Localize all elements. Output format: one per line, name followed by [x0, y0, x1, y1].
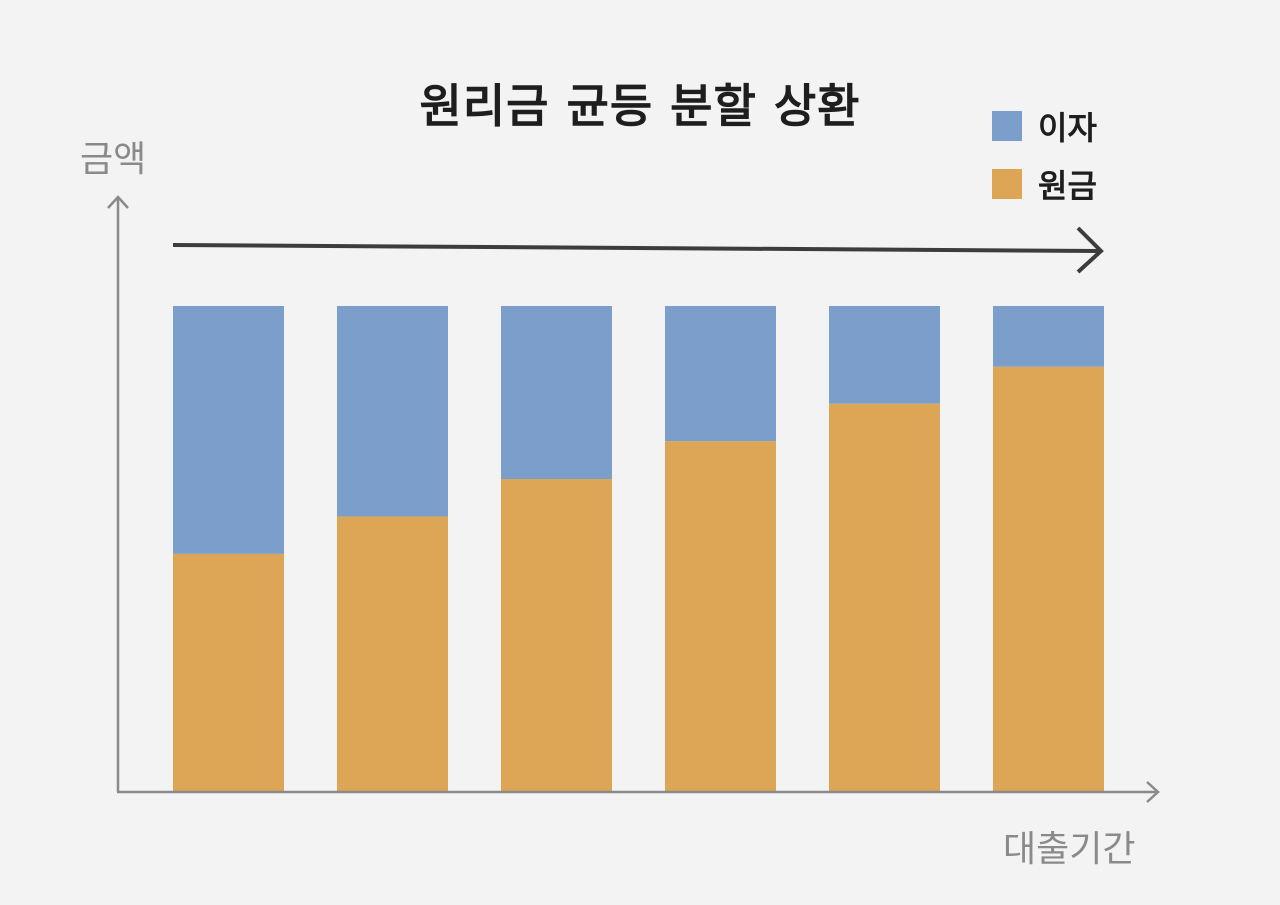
bar-interest-2 [337, 306, 448, 517]
legend-swatch-principal [992, 169, 1022, 199]
bar-principal-4 [665, 441, 776, 792]
bars-group [173, 306, 1104, 792]
bar-principal-5 [829, 403, 940, 792]
legend: 이자 원금 [992, 106, 1097, 222]
legend-swatch-interest [992, 111, 1022, 141]
y-axis-label: 금액 [80, 139, 147, 180]
bar-principal-1 [173, 553, 284, 792]
legend-item-principal: 원금 [992, 164, 1097, 205]
legend-label-interest: 이자 [1038, 109, 1097, 147]
bar-interest-4 [665, 306, 776, 442]
legend-item-interest: 이자 [992, 106, 1097, 147]
bar-interest-1 [173, 306, 284, 554]
bar-principal-6 [993, 366, 1104, 792]
x-axis-label: 대출기간 [1003, 829, 1136, 870]
chart-title: 원리금 균등 분할 상환 [419, 79, 861, 133]
bar-principal-2 [337, 516, 448, 792]
bar-interest-6 [993, 306, 1104, 367]
x-axis-arrowhead [1146, 781, 1160, 803]
trend-arrow-line [172, 243, 1101, 253]
bar-interest-5 [829, 306, 940, 404]
trend-arrowhead [1076, 226, 1104, 274]
bar-principal-3 [501, 479, 612, 792]
bar-interest-3 [501, 306, 612, 480]
y-axis-arrowhead [107, 195, 129, 209]
legend-label-principal: 원금 [1038, 167, 1097, 205]
